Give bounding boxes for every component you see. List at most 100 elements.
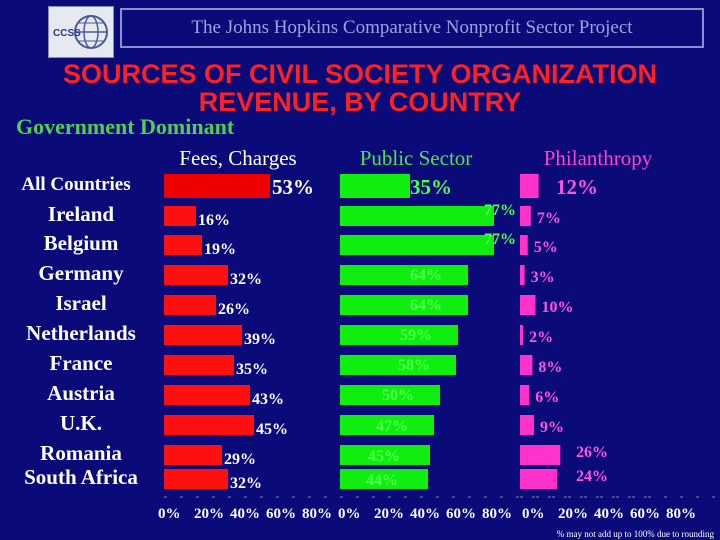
bar-2-3: [520, 265, 525, 285]
bar-0-3: [164, 265, 228, 285]
x-tick-2-0: 0%: [522, 506, 545, 522]
value-label-1-0: 35%: [410, 175, 452, 199]
x-tick-2-1: 20%: [558, 506, 588, 522]
value-label-1-10: 44%: [366, 472, 398, 489]
value-label-2-0: 12%: [556, 175, 598, 199]
bar-2-4: [520, 295, 536, 315]
value-label-1-7: 50%: [382, 387, 414, 404]
bar-2-9: [520, 445, 561, 465]
x-tick-1-3: 60%: [446, 506, 476, 522]
country-label-2: Belgium: [43, 231, 119, 255]
value-label-1-1: 77%: [484, 202, 516, 219]
value-label-2-1: 7%: [537, 210, 561, 227]
bar-1-7: [340, 385, 440, 405]
country-label-10: South Africa: [24, 465, 138, 489]
x-tick-1-4: 80%: [482, 506, 512, 522]
country-label-5: Netherlands: [26, 321, 136, 345]
value-label-1-9: 45%: [368, 448, 400, 465]
country-label-9: Romania: [40, 441, 122, 465]
country-label-6: France: [49, 351, 113, 375]
value-label-2-6: 8%: [538, 359, 562, 376]
value-label-0-1: 16%: [198, 212, 230, 229]
bar-0-0: [164, 174, 270, 198]
legend-fees: Fees, Charges: [179, 146, 297, 170]
bar-2-2: [520, 235, 528, 255]
country-label-8: U.K.: [60, 411, 102, 435]
x-tick-0-2: 40%: [230, 506, 260, 522]
bar-0-6: [164, 355, 234, 375]
bar-0-4: [164, 295, 216, 315]
x-tick-2-4: 80%: [666, 506, 696, 522]
value-label-0-8: 45%: [256, 421, 288, 438]
country-label-0: All Countries: [21, 174, 131, 195]
x-tick-0-3: 60%: [266, 506, 296, 522]
x-tick-0-4: 80%: [302, 506, 332, 522]
bar-1-2: [340, 235, 494, 255]
bar-0-9: [164, 445, 222, 465]
bar-1-4: [340, 295, 468, 315]
x-tick-1-0: 0%: [338, 506, 361, 522]
country-label-3: Germany: [38, 261, 124, 285]
ccss-logo: CCSS: [48, 6, 114, 58]
bar-1-0: [340, 174, 410, 198]
bar-0-7: [164, 385, 250, 405]
value-label-2-2: 5%: [534, 239, 558, 256]
value-label-0-0: 53%: [272, 175, 314, 199]
value-label-1-5: 59%: [400, 327, 432, 344]
bar-1-1: [340, 206, 494, 226]
value-label-0-4: 26%: [218, 301, 250, 318]
bar-0-8: [164, 415, 254, 435]
value-label-1-4: 64%: [410, 297, 442, 314]
x-tick-0-1: 20%: [194, 506, 224, 522]
value-label-0-9: 29%: [224, 451, 256, 468]
bar-1-3: [340, 265, 468, 285]
bar-2-7: [520, 385, 530, 405]
value-label-2-9: 26%: [576, 444, 608, 461]
bar-0-10: [164, 469, 228, 489]
legend-philanthropy: Philanthropy: [543, 146, 653, 170]
bar-1-8: [340, 415, 434, 435]
x-tick-2-2: 40%: [594, 506, 624, 522]
bar-2-10: [520, 469, 558, 489]
value-label-2-8: 9%: [540, 419, 564, 436]
globe-icon: CCSS: [53, 15, 108, 49]
legend-public: Public Sector: [359, 146, 473, 170]
bar-2-0: [520, 174, 539, 198]
chart-title-line-1: SOURCES OF CIVIL SOCIETY ORGANIZATION: [62, 59, 658, 89]
bar-0-1: [164, 206, 196, 226]
logo-text: CCSS: [53, 28, 81, 39]
bar-0-2: [164, 235, 202, 255]
bar-1-9: [340, 445, 430, 465]
value-label-1-6: 58%: [398, 357, 430, 374]
bar-2-1: [520, 206, 531, 226]
value-label-0-6: 35%: [236, 361, 268, 378]
country-label-4: Israel: [55, 291, 107, 315]
value-label-2-7: 6%: [535, 389, 559, 406]
value-label-2-10: 24%: [576, 468, 608, 485]
bar-0-5: [164, 325, 242, 345]
value-label-2-4: 10%: [542, 299, 574, 316]
country-label-7: Austria: [47, 381, 115, 405]
project-banner: The Johns Hopkins Comparative Nonprofit …: [120, 8, 704, 48]
value-label-0-7: 43%: [252, 391, 284, 408]
x-tick-1-2: 40%: [410, 506, 440, 522]
value-label-0-3: 32%: [230, 271, 262, 288]
value-label-2-3: 3%: [531, 269, 555, 286]
value-label-0-10: 32%: [230, 475, 262, 492]
x-tick-0-0: 0%: [158, 506, 181, 522]
bar-1-5: [340, 325, 458, 345]
x-tick-1-1: 20%: [374, 506, 404, 522]
project-title: The Johns Hopkins Comparative Nonprofit …: [191, 17, 633, 38]
bar-1-10: [340, 469, 428, 489]
bar-2-8: [520, 415, 534, 435]
value-label-1-8: 47%: [376, 418, 408, 435]
value-label-0-5: 39%: [244, 331, 276, 348]
chart-subtitle: Government Dominant: [16, 114, 235, 139]
bar-2-5: [520, 325, 524, 345]
chart-title-line-2: REVENUE, BY COUNTRY: [198, 87, 522, 117]
x-tick-2-3: 60%: [630, 506, 660, 522]
country-label-1: Ireland: [47, 202, 115, 226]
bar-2-6: [520, 355, 533, 375]
value-label-1-2: 77%: [484, 231, 516, 248]
